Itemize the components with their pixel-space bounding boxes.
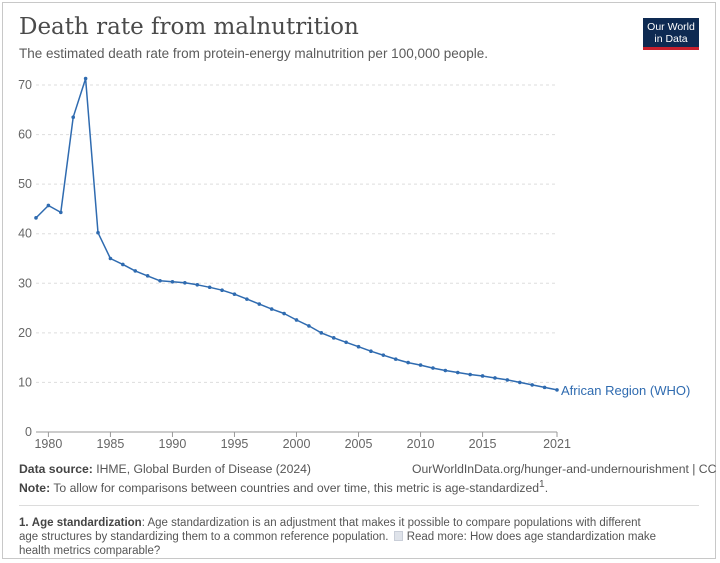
logo-line-2: in Data [654,33,688,45]
footnote: 1. Age standardization: Age standardizat… [19,516,659,558]
axis-layer: 0 10 20 30 40 50 60 70 1980 1985 1990 1995 2000 2005 2… [18,78,571,451]
x-tick-label: 2015 [469,437,497,451]
data-point [530,383,534,387]
data-point [381,353,386,357]
data-point [344,340,348,345]
data-point [71,115,76,120]
data-point [356,344,361,349]
data-point [542,385,547,390]
series-line [35,77,558,391]
data-point [220,288,224,293]
x-tick-label: 2010 [407,437,435,451]
data-point [207,285,212,290]
data-point [195,282,200,287]
data-source-text[interactable]: IHME, Global Burden of Disease (2024) [96,462,311,476]
note-end: . [544,481,549,496]
x-tick-label: 1980 [34,437,62,451]
source-url[interactable]: OurWorldInData.org/hunger-and-undernouri… [412,462,720,476]
data-point [183,280,187,285]
y-tick-label: 30 [18,276,32,290]
data-point [319,331,324,335]
note-text: To allow for comparisons between countri… [53,481,540,496]
data-point [108,256,113,261]
data-point [269,307,274,311]
data-point [46,203,51,208]
data-point [480,374,485,378]
page-subtitle: The estimated death rate from protein-en… [19,46,489,61]
y-tick-label: 20 [18,326,32,340]
x-tick-label: 2005 [345,437,373,451]
data-point [34,216,38,220]
data-point [257,302,262,306]
data-point [170,279,175,284]
data-point [83,76,88,81]
y-tick-label: 10 [18,375,32,389]
data-source-label: Data source: [19,462,93,476]
data-point [369,349,373,353]
footnote-number: 1. [19,517,29,529]
data-point [133,269,138,273]
x-tick-label: 1985 [97,437,125,451]
chart-note: Note: To allow for comparisons between c… [19,479,548,495]
data-point [431,366,435,370]
divider [19,505,699,506]
read-more-link[interactable]: Read more: How does age standardization … [19,531,656,557]
line-chart: 0 10 20 30 40 50 60 70 1980 1985 1990 1995 2000 2005 2… [18,76,690,451]
data-point [245,297,249,301]
data-point [145,274,150,278]
note-label: Note: [19,481,51,496]
data-point [232,292,237,296]
footnote-text: : Age standardization is an adjustment t… [19,517,641,543]
note-superscript[interactable]: 1 [539,479,545,490]
document-icon [393,531,403,541]
data-point [294,318,299,322]
data-point [455,370,460,375]
x-tick-label: 1995 [221,437,249,451]
footnote-term: Age standardization [31,517,142,529]
data-point [555,388,559,392]
data-point [393,357,398,361]
data-point [418,363,423,367]
data-point [121,262,125,267]
data-point [505,378,510,382]
series-layer: African Region (WHO) [34,76,690,398]
data-source: Data source: IHME, Global Burden of Dise… [19,462,311,476]
x-tick-label: 1990 [159,437,187,451]
y-tick-label: 60 [18,128,32,142]
page-title: Death rate from malnutrition [19,14,359,40]
data-point [331,336,336,340]
data-point [443,368,448,373]
owid-logo[interactable]: Our World in Data [643,18,699,50]
grid-layer [36,84,557,383]
data-point [307,324,311,328]
data-point [59,210,63,215]
y-tick-label: 50 [18,177,32,191]
data-point [158,279,162,283]
y-tick-label: 0 [25,425,32,439]
data-point [517,380,522,385]
data-point [96,230,100,235]
series-label: African Region (WHO) [561,383,690,398]
x-tick-label: 2021 [543,437,571,451]
data-point [406,360,410,365]
logo-line-1: Our World [647,21,695,33]
x-tick-label: 2000 [283,437,311,451]
data-point [493,376,497,380]
y-tick-label: 70 [18,78,32,92]
data-point [468,372,472,377]
data-point [282,311,286,316]
y-tick-label: 40 [18,227,32,241]
